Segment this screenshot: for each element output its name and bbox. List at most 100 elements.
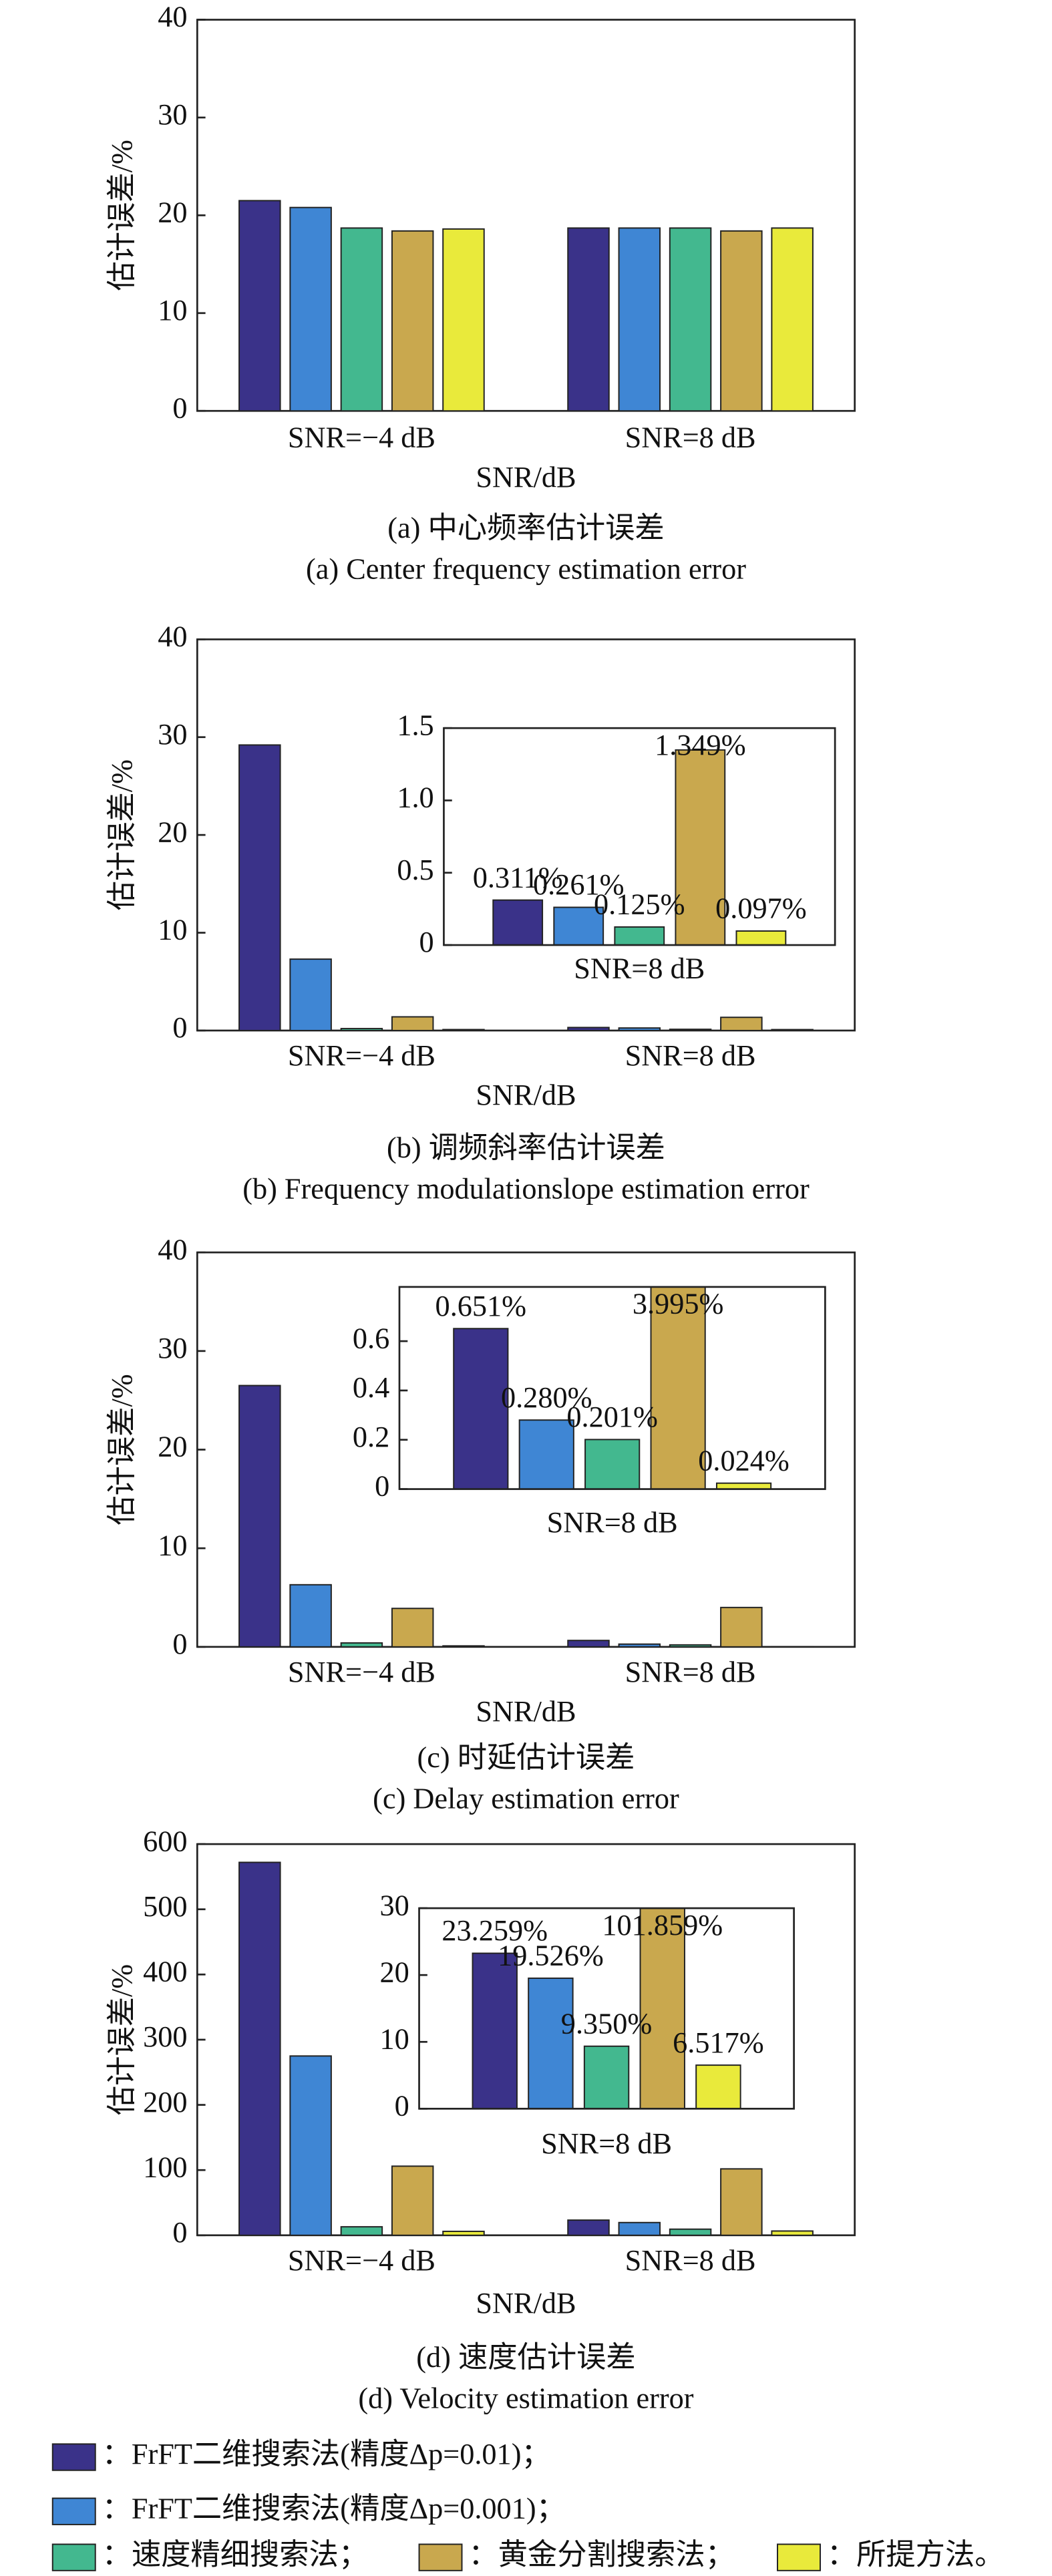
caption-en: (b) Frequency modulationslope estimation… <box>242 1172 810 1205</box>
y-tick-label: 10 <box>158 1529 187 1561</box>
y-axis-label: 估计误差/% <box>106 140 138 291</box>
value-label: 0.024% <box>698 1444 790 1477</box>
bar <box>238 1861 281 2236</box>
x-tick-label: SNR=8 dB <box>625 2244 756 2277</box>
bar <box>618 1643 661 1648</box>
y-tick-label: 20 <box>158 196 187 229</box>
inset-y-tick-label: 10 <box>379 2022 409 2055</box>
bar <box>340 2226 383 2236</box>
bar <box>289 958 332 1031</box>
y-tick-label: 200 <box>143 2086 187 2119</box>
bar <box>442 2230 485 2236</box>
inset-y-tick-label: 0 <box>375 1470 389 1503</box>
y-tick-label: 100 <box>143 2151 187 2183</box>
legend-label: ：FrFT二维搜索法(精度Δp=0.01)； <box>102 2438 551 2470</box>
inset-y-frame <box>418 1907 795 2110</box>
inset-bar <box>735 930 787 946</box>
value-label: 3.995% <box>633 1288 724 1320</box>
y-tick-label: 40 <box>158 1233 187 1266</box>
bar <box>238 744 281 1031</box>
legend-swatch <box>51 2443 96 2471</box>
value-label: 0.125% <box>594 888 685 921</box>
y-tick-label: 30 <box>158 98 187 131</box>
caption-en: (d) Velocity estimation error <box>358 2382 693 2415</box>
inset-bar <box>518 1419 574 1489</box>
bar <box>289 1584 332 1648</box>
bar <box>720 1606 763 1648</box>
bar <box>340 1642 383 1648</box>
inset-bars <box>472 1908 741 2109</box>
inset-category-label: SNR=8 dB <box>574 952 705 985</box>
y-tick-label: 10 <box>158 914 187 946</box>
value-label: 1.349% <box>655 729 746 761</box>
y-tick-label: 30 <box>158 1332 187 1364</box>
value-label: 0.651% <box>435 1290 527 1322</box>
legend-label: ：速度精细搜索法； <box>102 2538 369 2571</box>
y-tick-label: 0 <box>172 1011 187 1044</box>
inset-y-frame <box>398 1286 826 1490</box>
y-tick-label: 300 <box>143 2020 187 2053</box>
inset-y-frame <box>443 727 836 946</box>
y-axis-label: 估计误差/% <box>106 759 138 910</box>
inset-bar <box>695 2064 741 2109</box>
caption-en: (a) Center frequency estimation error <box>306 553 746 586</box>
x-tick-label: SNR=8 dB <box>625 1039 756 1072</box>
bar <box>669 1029 712 1031</box>
bar <box>340 1028 383 1031</box>
x-axis-label: SNR/dB <box>476 1079 576 1111</box>
legend-swatch <box>51 2543 96 2571</box>
caption-cn: (b) 调频斜率估计误差 <box>387 1131 665 1164</box>
value-label: 9.350% <box>561 2007 653 2040</box>
y-tick-label: 400 <box>143 1956 187 1988</box>
bar <box>720 2168 763 2236</box>
inset-y-tick-label: 0.4 <box>353 1371 389 1404</box>
bar <box>618 1027 661 1031</box>
inset-y-tick-label: 1.5 <box>397 709 433 741</box>
value-label: 0.280% <box>501 1381 592 1414</box>
inset-bar <box>472 1952 518 2109</box>
x-axis-label: SNR/dB <box>476 2287 576 2320</box>
bar <box>238 200 281 412</box>
inset-bar <box>583 2045 630 2109</box>
bar <box>238 1385 281 1648</box>
inset-y-tick-label: 0.5 <box>397 854 433 886</box>
bar <box>391 1608 434 1648</box>
inset-y-tick-label: 1.0 <box>397 781 433 814</box>
bar <box>618 227 661 412</box>
inset-bar <box>584 1439 641 1489</box>
bar <box>720 1017 763 1031</box>
bar <box>567 227 610 412</box>
inset-y-tick-label: 0.2 <box>353 1421 389 1453</box>
bar <box>771 1029 814 1031</box>
bar <box>669 2228 712 2236</box>
y-tick-label: 40 <box>158 1 187 33</box>
inset-category-label: SNR=8 dB <box>547 1506 678 1539</box>
y-axis-label: 估计误差/% <box>106 1964 138 2115</box>
bar <box>391 230 434 412</box>
x-tick-label: SNR=−4 dB <box>288 1039 435 1072</box>
x-tick-label: SNR=−4 dB <box>288 421 435 454</box>
x-tick-label: SNR=8 dB <box>625 421 756 454</box>
bar <box>442 228 485 412</box>
value-label: 23.259% <box>442 1914 548 1947</box>
inset-bar <box>715 1482 772 1489</box>
caption-cn: (c) 时延估计误差 <box>417 1741 635 1774</box>
inset-bar <box>453 1328 509 1489</box>
inset-y-tick-label: 0.6 <box>353 1322 389 1354</box>
inset-bar <box>553 906 604 946</box>
y-tick-label: 600 <box>143 1825 187 1857</box>
x-axis-label: SNR/dB <box>476 461 576 494</box>
y-tick-label: 10 <box>158 294 187 327</box>
bar <box>771 2230 814 2236</box>
legend-swatch <box>418 2543 463 2571</box>
bar <box>771 227 814 412</box>
caption-cn: (a) 中心频率估计误差 <box>387 512 664 544</box>
legend-swatch <box>777 2543 821 2571</box>
value-label: 19.526% <box>498 1940 604 1972</box>
y-tick-label: 40 <box>158 620 187 653</box>
y-axis-label: 估计误差/% <box>106 1374 138 1525</box>
bar <box>289 206 332 412</box>
bar <box>567 1640 610 1648</box>
legend-label: ：黄金分割搜索法； <box>468 2538 735 2571</box>
bar <box>618 2221 661 2236</box>
